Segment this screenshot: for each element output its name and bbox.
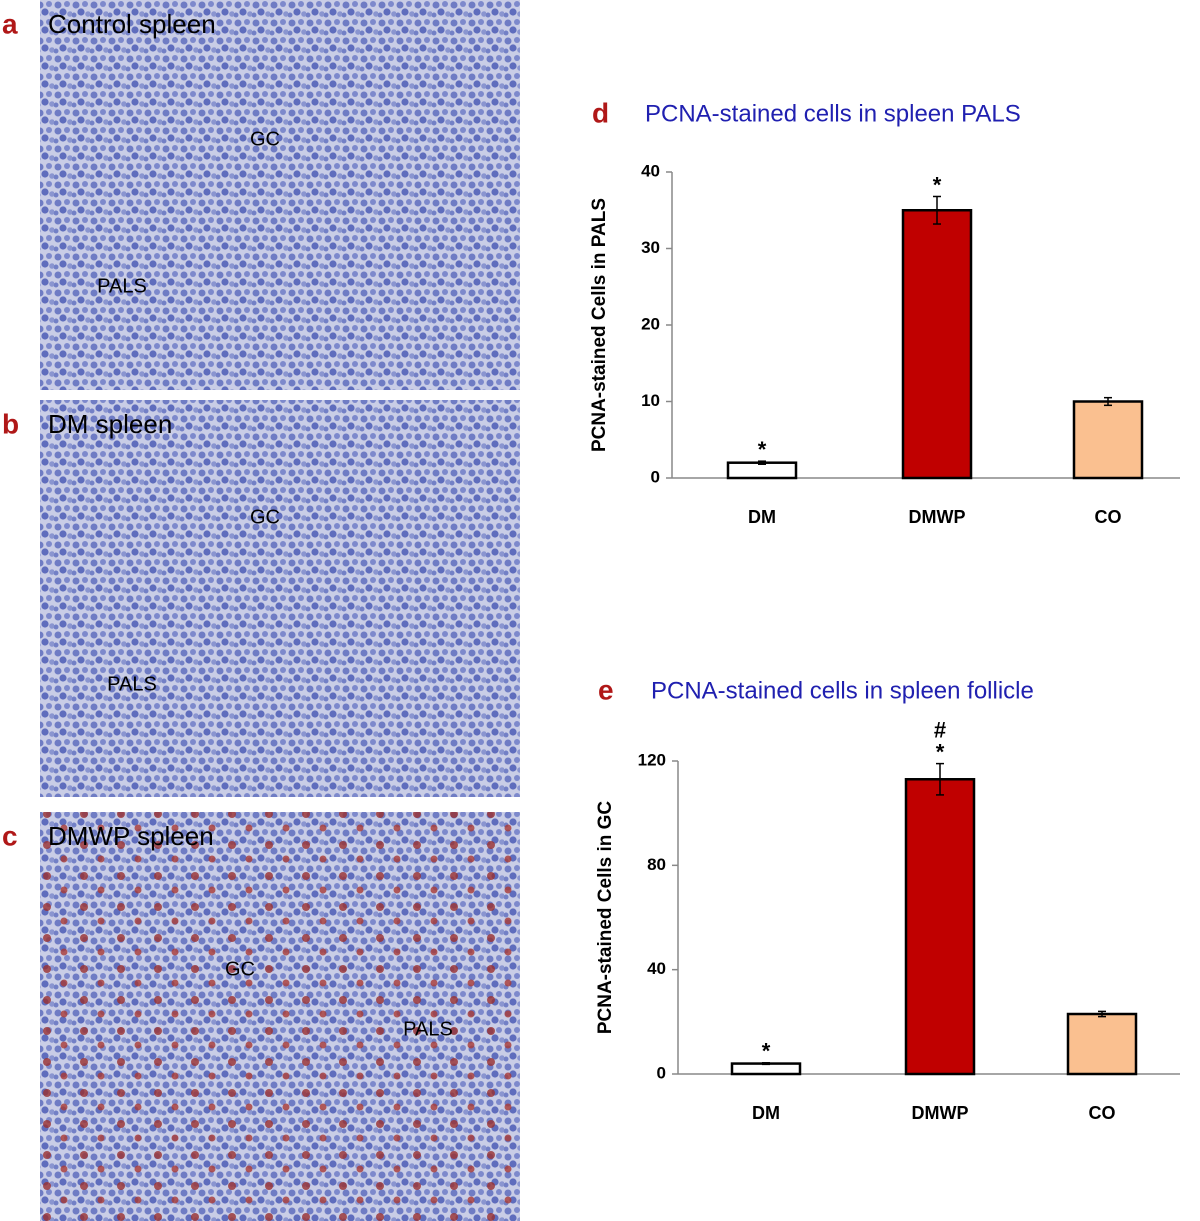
bar — [1072, 400, 1144, 480]
region-label: PALS — [97, 275, 147, 297]
significance-mark: * — [936, 739, 945, 764]
y-tick-label: 40 — [647, 959, 666, 978]
y-tick-label: 0 — [651, 467, 660, 486]
panel-letter: b — [2, 408, 19, 439]
x-tick-label: CO — [1095, 507, 1122, 527]
micrograph — [40, 0, 520, 390]
panel-title: DM spleen — [48, 409, 172, 439]
y-tick-label: 120 — [638, 750, 666, 769]
panel-title: DMWP spleen — [48, 821, 214, 851]
chart-title: PCNA-stained cells in spleen PALS — [645, 100, 1021, 127]
x-tick-label: DM — [748, 507, 776, 527]
region-label: PALS — [403, 1018, 453, 1040]
region-label: GC — [250, 506, 280, 528]
y-axis-label: PCNA-stained Cells in GC — [595, 801, 616, 1035]
significance-mark: # — [934, 717, 946, 742]
bar — [901, 209, 973, 480]
chart-letter: e — [598, 674, 614, 705]
panel-letter: c — [2, 820, 18, 851]
significance-mark: * — [758, 437, 767, 462]
panel-title: Control spleen — [48, 9, 216, 39]
x-tick-label: DMWP — [909, 507, 966, 527]
y-tick-label: 0 — [657, 1063, 666, 1082]
panel-letter: a — [2, 8, 18, 39]
charts: d PCNA-stained cells in spleen PALS PCNA-s… — [589, 97, 1180, 1123]
y-tick-label: 30 — [641, 238, 660, 257]
region-label: PALS — [107, 673, 157, 695]
bar — [730, 1062, 802, 1076]
region-label: GC — [225, 958, 255, 980]
bar — [904, 778, 976, 1076]
y-tick-label: 80 — [647, 855, 666, 874]
x-tick-label: DMWP — [912, 1103, 969, 1123]
y-tick-label: 10 — [641, 391, 660, 410]
y-tick-label: 40 — [641, 161, 660, 180]
chart-letter: d — [592, 97, 609, 128]
stain-dots — [40, 812, 520, 1221]
x-tick-label: DM — [752, 1103, 780, 1123]
y-tick-label: 20 — [641, 314, 660, 333]
bar — [1066, 1012, 1138, 1076]
x-tick-label: CO — [1089, 1103, 1116, 1123]
micrograph — [40, 400, 520, 797]
bar — [726, 461, 798, 480]
region-label: GC — [250, 128, 280, 150]
micrographs: a Control spleen GC PALS b DM spleen GC PALS c DM… — [2, 0, 520, 1221]
significance-mark: * — [933, 172, 942, 197]
chart-title: PCNA-stained cells in spleen follicle — [651, 677, 1034, 704]
significance-mark: * — [762, 1039, 771, 1064]
y-axis-label: PCNA-stained Cells in PALS — [589, 198, 610, 452]
